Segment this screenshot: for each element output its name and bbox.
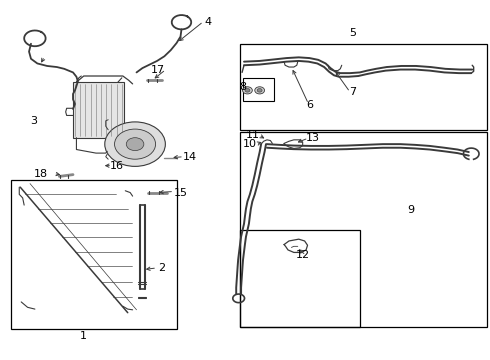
Text: 5: 5 xyxy=(349,28,356,38)
Bar xyxy=(243,78,274,101)
Text: 17: 17 xyxy=(151,64,165,75)
Circle shape xyxy=(257,89,262,92)
Bar xyxy=(240,132,487,327)
Text: 9: 9 xyxy=(408,206,415,216)
Text: 6: 6 xyxy=(306,100,314,110)
Bar xyxy=(73,82,124,138)
Text: 3: 3 xyxy=(30,116,37,126)
Text: 2: 2 xyxy=(158,263,166,273)
Circle shape xyxy=(243,87,252,94)
Circle shape xyxy=(245,89,250,92)
Text: 1: 1 xyxy=(80,331,87,341)
Text: 4: 4 xyxy=(205,17,212,27)
Bar xyxy=(240,230,360,327)
Text: 11: 11 xyxy=(246,130,260,140)
Bar xyxy=(11,180,176,329)
Circle shape xyxy=(105,122,165,166)
Circle shape xyxy=(115,129,156,159)
Text: 16: 16 xyxy=(109,161,123,171)
Text: 15: 15 xyxy=(173,188,188,198)
Circle shape xyxy=(126,138,144,150)
Text: 10: 10 xyxy=(243,139,257,149)
Text: 18: 18 xyxy=(34,168,48,179)
Text: 14: 14 xyxy=(183,152,197,162)
Bar xyxy=(240,44,487,130)
Text: 8: 8 xyxy=(239,82,246,93)
Text: 7: 7 xyxy=(349,87,356,97)
Text: 13: 13 xyxy=(305,133,319,143)
Circle shape xyxy=(255,87,265,94)
Text: 12: 12 xyxy=(295,250,310,260)
